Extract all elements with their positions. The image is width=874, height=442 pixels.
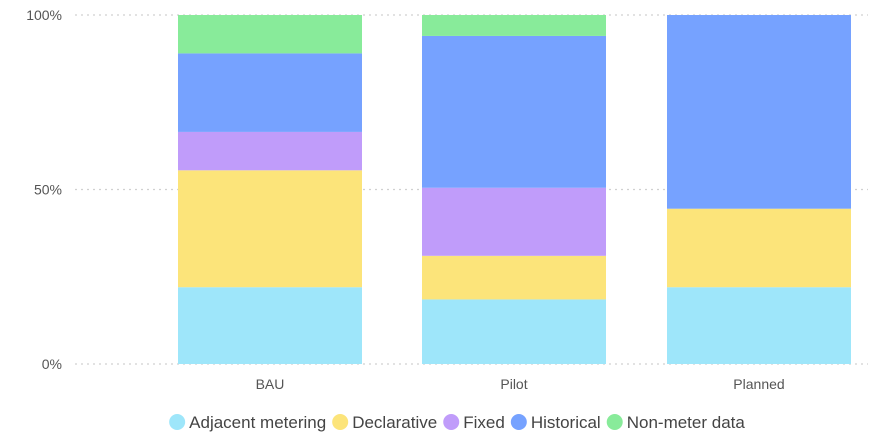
bar-segment-adjacent-metering-pilot[interactable] [422,299,606,364]
x-tick-label: Pilot [500,376,527,392]
x-axis: BAU Pilot Planned [256,376,785,392]
legend-swatch [510,414,527,430]
bar-segment-historical-pilot[interactable] [422,35,606,188]
bar-segment-fixed-bau[interactable] [178,131,362,171]
bar-segment-declarative-pilot[interactable] [422,255,606,300]
x-tick-label: BAU [256,376,285,392]
legend-label: Historical [531,413,601,432]
bar-segment-adjacent-metering-bau[interactable] [178,287,362,364]
x-tick-label: Planned [733,376,784,392]
legend-swatch [169,414,186,430]
legend-item-declarative[interactable]: Declarative [332,413,437,432]
bar-segment-historical-bau[interactable] [178,53,362,132]
y-tick-label: 0% [42,356,62,372]
legend-label: Adjacent metering [189,413,326,432]
y-tick-label: 100% [26,7,62,23]
y-axis: 0% 50% 100% [26,7,62,372]
legend-item-non-meter-data[interactable]: Non-meter data [606,413,746,432]
bar-segment-declarative-planned[interactable] [667,208,851,288]
legend-label: Fixed [463,413,505,432]
legend-swatch [332,414,349,430]
bar-segment-fixed-pilot[interactable] [422,187,606,256]
legend: Adjacent metering Declarative Fixed Histori… [169,413,745,432]
bar-segment-adjacent-metering-planned[interactable] [667,287,851,364]
legend-item-adjacent-metering[interactable]: Adjacent metering [169,413,326,432]
y-tick-label: 50% [34,182,62,198]
legend-swatch [443,414,460,430]
legend-item-historical[interactable]: Historical [510,413,601,432]
bar-segment-declarative-bau[interactable] [178,170,362,288]
bar-segment-historical-planned[interactable] [667,15,851,209]
bars [178,15,851,364]
legend-item-fixed[interactable]: Fixed [443,413,505,432]
bar-segment-non-meter-data-pilot[interactable] [422,15,606,36]
legend-label: Declarative [352,413,437,432]
bar-segment-non-meter-data-bau[interactable] [178,15,362,54]
legend-swatch [606,414,623,430]
legend-label: Non-meter data [627,413,746,432]
